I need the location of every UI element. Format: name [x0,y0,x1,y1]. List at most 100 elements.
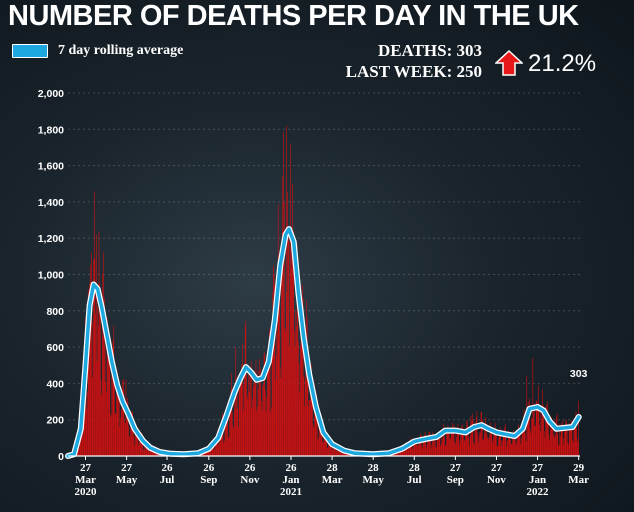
daily-bar [463,430,464,456]
daily-bar [278,263,280,456]
daily-bar [329,442,331,456]
daily-bar [123,389,125,456]
daily-bar [264,351,266,456]
daily-bar [535,400,537,456]
daily-bar [484,423,485,456]
daily-bar [221,424,222,456]
daily-bar [403,451,404,456]
daily-bar [527,401,529,456]
daily-bar [558,444,559,456]
daily-bar [242,343,243,456]
daily-bar [417,445,418,456]
daily-bar [393,453,395,456]
daily-bar [538,407,540,456]
daily-bar [90,282,92,456]
daily-bar [234,396,235,456]
daily-bar [477,433,478,456]
daily-bar [557,433,559,456]
daily-bar [556,416,557,456]
daily-bar [214,447,216,456]
daily-bar [518,424,519,456]
daily-bar [393,454,394,456]
daily-bar [449,439,451,456]
daily-bar [397,452,399,456]
daily-bar [428,434,429,456]
daily-bar [286,292,288,456]
x-tick-month: Nov [240,474,259,486]
daily-bar [120,417,121,456]
daily-bar [119,427,121,456]
daily-bar [577,438,579,456]
up-arrow-icon [495,50,523,76]
daily-bar [250,377,251,456]
daily-bar [552,420,553,456]
daily-bar [318,437,319,456]
daily-bar [437,439,439,456]
daily-bar [244,363,245,456]
daily-bar [127,402,129,456]
daily-bar [465,429,466,456]
daily-bar [80,428,82,456]
daily-bar [147,442,148,456]
daily-bar [268,340,270,456]
daily-bar [405,447,406,456]
daily-bar [98,326,99,456]
daily-bar [577,441,578,456]
daily-bars [70,125,579,457]
daily-bar [537,410,538,456]
daily-bar [415,440,416,456]
daily-bar [133,435,135,456]
daily-bar [99,283,100,456]
daily-bar [311,395,313,456]
daily-bar [218,445,220,456]
x-tick-day: 28 [409,462,421,474]
daily-bar [140,437,142,456]
daily-bar [457,423,459,456]
daily-bar [479,432,480,456]
daily-bar [569,427,571,456]
daily-bar [546,411,548,456]
daily-bar [470,416,472,456]
daily-bar [296,326,297,456]
daily-bar [263,384,264,456]
daily-bar [208,450,210,456]
daily-bar [275,379,276,456]
daily-bar [113,325,115,456]
daily-bar [157,454,158,456]
daily-bar [248,374,249,456]
x-tick-day: 26 [285,462,297,474]
daily-bar [265,411,267,456]
daily-bar [110,413,111,456]
daily-bar [447,425,449,456]
daily-bar [141,439,142,456]
daily-bar [457,432,458,456]
daily-bar [224,420,226,456]
daily-bar [337,451,338,456]
daily-bar [234,409,236,456]
y-tick-label: 600 [46,342,64,354]
daily-bar [491,433,493,456]
daily-bar [574,426,575,456]
daily-bar [87,391,88,456]
daily-bar [301,300,303,456]
daily-bar [521,437,522,456]
daily-bar [485,416,486,456]
daily-bar [456,437,458,456]
daily-bar [336,450,338,456]
daily-bar [409,441,410,456]
daily-bar [498,434,500,456]
daily-bar [273,265,274,456]
daily-bar [143,450,145,456]
daily-bar [341,453,343,456]
daily-bar [488,437,490,456]
daily-bar [506,440,508,456]
daily-bar [275,355,277,456]
daily-bar [325,433,326,456]
daily-bar [288,231,290,456]
daily-bar [536,401,538,456]
daily-bar [89,283,90,456]
daily-bar [292,183,293,457]
daily-bar [139,435,141,456]
daily-bar [401,449,403,456]
daily-bar [118,400,120,456]
